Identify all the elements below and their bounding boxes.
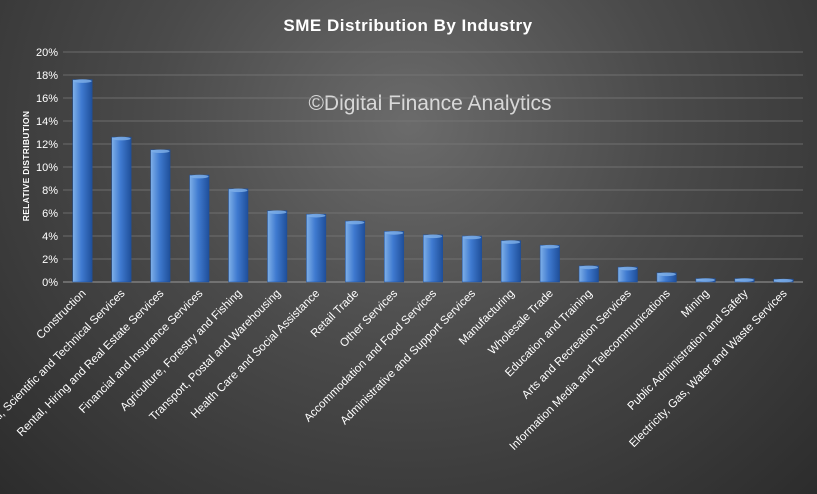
y-tick-label: 0% [42,277,58,289]
y-tick-label: 2% [42,254,58,266]
bar-highlight [267,210,287,214]
x-category-label: Rental, Hiring and Real Estate Services [15,287,166,438]
bar-highlight [306,213,326,218]
y-tick-label: 8% [42,185,58,197]
bar [111,136,132,283]
bar [189,174,210,283]
bar [72,79,93,283]
y-tick-label: 4% [42,231,58,243]
bar [539,244,560,283]
bar-highlight [774,278,793,283]
bar [461,235,482,283]
x-category-label: Mining [679,288,711,320]
y-axis-label: RELATIVE DISTRIBUTION [21,111,31,222]
bar [384,231,405,283]
bar-highlight [735,278,754,282]
y-tick-label: 10% [36,162,58,174]
bar-highlight [618,266,637,271]
bar [500,240,521,283]
bar-highlight [384,231,404,235]
bar-highlight [229,188,248,193]
bar-highlight [462,235,482,240]
x-category-label: Administrative and Support Services [339,287,479,427]
bar-highlight [696,278,715,282]
bar-highlight [151,149,170,154]
bar-highlight [657,272,676,277]
bar-highlight [501,240,521,244]
bar-highlight [423,234,443,239]
bar-highlight [73,79,92,83]
bar-highlight [345,220,365,225]
chart-title: SME Distribution By Industry [283,16,532,35]
bar-highlight [540,244,560,249]
bar [423,234,443,283]
bar [345,220,366,283]
bar [306,213,327,283]
y-tick-label: 16% [36,93,58,105]
bar [150,149,171,283]
bar-highlight [579,265,599,270]
bar-highlight [112,136,131,141]
bar-highlight [190,174,209,179]
y-tick-label: 12% [36,139,58,151]
watermark: ©Digital Finance Analytics [308,92,551,115]
bar [228,188,249,283]
y-tick-label: 18% [36,70,58,82]
y-tick-label: 14% [36,116,58,128]
y-tick-label: 20% [36,47,58,59]
bar [267,210,288,283]
y-tick-label: 6% [42,208,58,220]
